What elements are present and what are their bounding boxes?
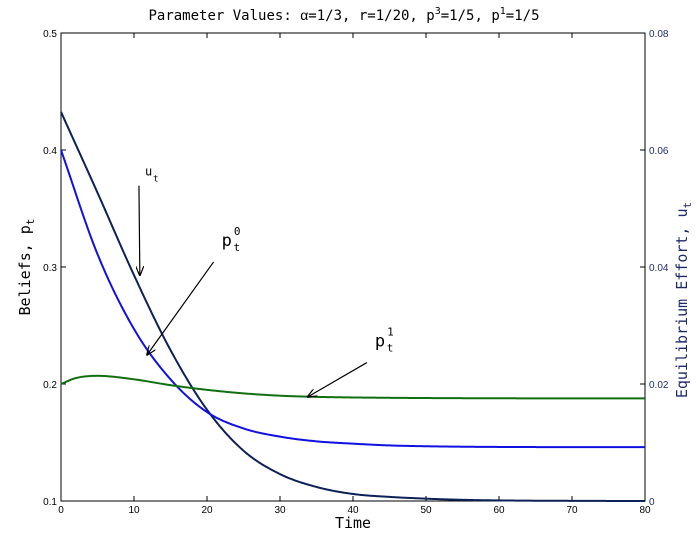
x-axis-title: Time <box>335 514 371 532</box>
x-tick-label: 20 <box>201 505 213 516</box>
y-left-tick-label: 0.4 <box>43 146 57 157</box>
y-axis-left-title: Beliefs, pt <box>16 219 37 316</box>
x-tick-label: 80 <box>639 505 651 516</box>
annotation-ut: ut <box>139 165 159 275</box>
series-line-p-t-1 <box>60 374 645 400</box>
plot-area <box>60 32 646 502</box>
x-tick-label: 70 <box>566 505 578 516</box>
x-tick-label: 60 <box>493 505 505 516</box>
y-left-tick-label: 0.1 <box>43 497 57 508</box>
y-right-tick-label: 0.04 <box>649 263 669 274</box>
series-line-p-t-0 <box>60 149 645 449</box>
y-right-tick-label: 0.08 <box>649 29 669 40</box>
y-left-tick-label: 0.2 <box>43 380 57 391</box>
y-axis-right-title: Equilibrium Effort, ut <box>673 202 694 398</box>
y-right-tick-label: 0 <box>649 497 655 508</box>
y-right-tick-label: 0.02 <box>649 380 669 391</box>
annotation-arrow <box>139 185 140 275</box>
y-left-tick-label: 0.5 <box>43 29 57 40</box>
x-tick-label: 50 <box>420 505 432 516</box>
chart-title: Parameter Values: α=1/3, r=1/20, p3=1/5,… <box>148 6 539 24</box>
x-tick-label: 0 <box>58 505 64 516</box>
annotation-arrow <box>308 362 368 397</box>
y-left-tick-label: 0.3 <box>43 263 57 274</box>
annotation-layer: ut p 0 t p 1 t <box>139 165 394 397</box>
annotation-arrow <box>147 261 215 355</box>
x-tick-label: 40 <box>347 505 359 516</box>
series-layer <box>60 111 645 502</box>
x-tick-label: 10 <box>128 505 140 516</box>
y-right-tick-label: 0.06 <box>649 146 669 157</box>
series-line-u-t <box>60 111 645 502</box>
plot-frame <box>60 32 646 502</box>
annotation-label: ut <box>145 165 159 185</box>
x-tick-label: 30 <box>274 505 286 516</box>
